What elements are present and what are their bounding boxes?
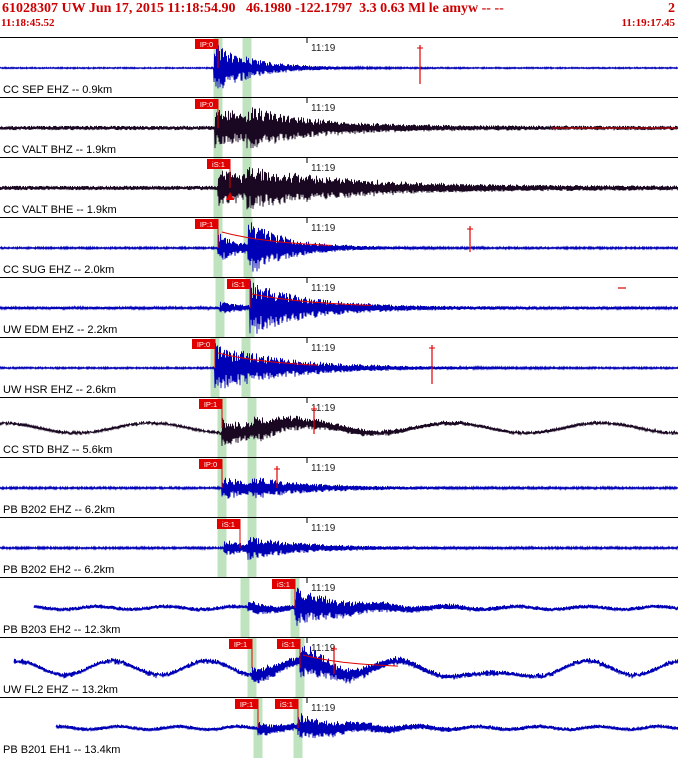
- pick-flag[interactable]: IP:0: [199, 459, 222, 469]
- waveform[interactable]: [0, 280, 678, 334]
- trace-row-2[interactable]: 11:19 IP:0 CC VALT BHZ -- 1.9km: [0, 97, 678, 158]
- waveform[interactable]: [0, 45, 678, 89]
- minute-label: 11:19: [311, 283, 336, 294]
- pick-flag[interactable]: IP:0: [195, 99, 218, 109]
- page-number: 2: [668, 1, 675, 16]
- svg-text:iS:1: iS:1: [277, 580, 290, 589]
- pick-flag[interactable]: iS:1: [277, 639, 300, 649]
- trace-plot: 11:19 IP:0: [0, 338, 678, 398]
- trace-plot: 11:19 iS:1: [0, 518, 678, 578]
- waveform[interactable]: [55, 713, 678, 739]
- window-end-time: 11:19:17.45: [621, 17, 675, 29]
- pick-flag[interactable]: iS:1: [217, 519, 240, 529]
- pick-flag[interactable]: iS:1: [272, 579, 295, 589]
- svg-text:IP:0: IP:0: [200, 40, 213, 49]
- minute-label: 11:19: [311, 163, 336, 174]
- trace-row-3[interactable]: 11:19 iS:1 CC VALT BHE -- 1.9km: [0, 157, 678, 218]
- pick-flag[interactable]: IP:1: [229, 639, 252, 649]
- trace-plot: 11:19 IP:1: [0, 218, 678, 278]
- minute-label: 11:19: [311, 643, 336, 654]
- svg-text:IP:0: IP:0: [200, 100, 213, 109]
- pick-triangle[interactable]: [226, 192, 234, 200]
- minute-label: 11:19: [311, 403, 336, 414]
- title-row: 61028307 UW Jun 17, 2015 11:18:54.90 46.…: [0, 0, 678, 17]
- minute-label: 11:19: [311, 583, 336, 594]
- coda-decay-curve: [217, 352, 319, 366]
- trace-plot: 11:19 IP:0: [0, 38, 678, 98]
- waveform[interactable]: [0, 107, 678, 149]
- coda-decay-curve: [251, 293, 373, 306]
- waveform[interactable]: [0, 343, 678, 389]
- svg-text:IP:1: IP:1: [240, 700, 253, 709]
- svg-text:iS:1: iS:1: [232, 280, 245, 289]
- waveform[interactable]: [0, 477, 678, 499]
- trace-row-9[interactable]: 11:19 iS:1 PB B202 EH2 -- 6.2km: [0, 517, 678, 578]
- trace-row-6[interactable]: 11:19 IP:0 UW HSR EHZ -- 2.6km: [0, 337, 678, 398]
- trace-row-5[interactable]: 11:19 iS:1 UW EDM EHZ -- 2.2km: [0, 277, 678, 338]
- trace-row-8[interactable]: 11:19 IP:0 PB B202 EHZ -- 6.2km: [0, 457, 678, 518]
- trace-row-11[interactable]: 11:19 IP:1 iS:1 UW FL2 EHZ -- 13.2km: [0, 637, 678, 698]
- waveform[interactable]: [13, 645, 678, 684]
- pick-flag[interactable]: iS:1: [207, 159, 230, 169]
- waveform[interactable]: [33, 587, 678, 626]
- svg-text:iS:1: iS:1: [212, 160, 225, 169]
- minute-label: 11:19: [311, 463, 336, 474]
- pick-flag[interactable]: IP:0: [192, 339, 215, 349]
- trace-plot: 11:19 IP:1 iS:1: [13, 638, 678, 698]
- pick-flag[interactable]: IP:1: [235, 699, 258, 709]
- svg-text:IP:0: IP:0: [197, 340, 210, 349]
- event-title: 61028307 UW Jun 17, 2015 11:18:54.90 46.…: [2, 1, 504, 16]
- pick-flag[interactable]: iS:1: [275, 699, 298, 709]
- pick-flag[interactable]: IP:0: [195, 39, 218, 49]
- event-header: 61028307 UW Jun 17, 2015 11:18:54.90 46.…: [0, 0, 678, 37]
- trace-plot: 11:19 IP:1 iS:1: [55, 698, 678, 758]
- trace-plot: 11:19 iS:1: [0, 278, 678, 338]
- coda-decay-curve: [302, 654, 399, 667]
- trace-row-7[interactable]: 11:19 IP:1 CC STD BHZ -- 5.6km: [0, 397, 678, 458]
- minute-label: 11:19: [311, 343, 336, 354]
- waveform[interactable]: [0, 167, 678, 210]
- minute-label: 11:19: [311, 523, 336, 534]
- pick-flag[interactable]: IP:1: [199, 399, 222, 409]
- trace-plot: 11:19 iS:1: [0, 158, 678, 218]
- window-start-time: 11:18:45.52: [1, 17, 55, 29]
- svg-text:IP:1: IP:1: [234, 640, 247, 649]
- coda-decay-curve: [221, 231, 333, 246]
- trace-row-12[interactable]: 11:19 IP:1 iS:1 PB B201 EH1 -- 13.4km: [0, 697, 678, 758]
- trace-row-1[interactable]: 11:19 IP:0 CC SEP EHZ -- 0.9km: [0, 37, 678, 98]
- trace-plot: 11:19 IP:0: [0, 98, 678, 158]
- svg-text:IP:0: IP:0: [204, 460, 217, 469]
- svg-text:IP:1: IP:1: [200, 220, 213, 229]
- trace-plot: 11:19 IP:0: [0, 458, 678, 518]
- trace-plot: 11:19 iS:1: [33, 578, 678, 638]
- svg-text:iS:1: iS:1: [280, 700, 293, 709]
- waveform[interactable]: [0, 537, 678, 560]
- minute-label: 11:19: [311, 223, 336, 234]
- pick-window-band: [240, 578, 250, 638]
- svg-text:iS:1: iS:1: [222, 520, 235, 529]
- waveform[interactable]: [0, 415, 678, 447]
- minute-label: 11:19: [311, 43, 336, 54]
- trace-row-10[interactable]: 11:19 iS:1 PB B203 EH2 -- 12.3km: [0, 577, 678, 638]
- svg-text:iS:1: iS:1: [282, 640, 295, 649]
- trace-plot: 11:19 IP:1: [0, 398, 678, 458]
- waveform[interactable]: [0, 222, 678, 272]
- minute-label: 11:19: [311, 703, 336, 714]
- pick-flag[interactable]: IP:1: [195, 219, 218, 229]
- pick-flag[interactable]: iS:1: [227, 279, 250, 289]
- svg-text:IP:1: IP:1: [204, 400, 217, 409]
- minute-label: 11:19: [311, 103, 336, 114]
- trace-row-4[interactable]: 11:19 IP:1 CC SUG EHZ -- 2.0km: [0, 217, 678, 278]
- time-row: 11:18:45.52 11:19:17.45: [0, 17, 678, 29]
